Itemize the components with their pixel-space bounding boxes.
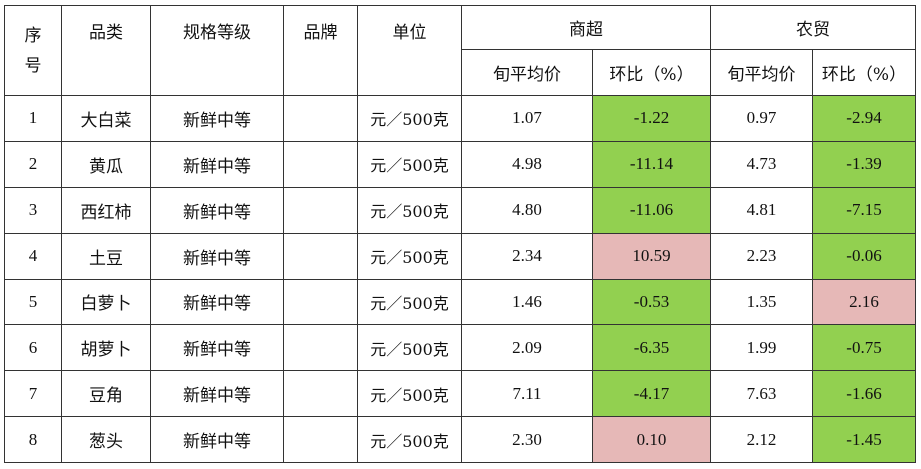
- cell-mk-change: -1.45: [812, 416, 916, 463]
- cell-mk-avg-price: 4.73: [710, 140, 813, 188]
- cell-sm-avg-price: 1.07: [461, 95, 593, 142]
- header-supermarket: 商超: [461, 5, 711, 50]
- cell-sm-change: -11.06: [592, 186, 711, 234]
- cell-sm-avg-price: 7.11: [461, 370, 593, 418]
- cell-sm-change: -0.53: [592, 278, 711, 326]
- table-row: 2 黄瓜 新鲜中等 元／500克 4.98 -11.14 4.73 -1.39: [4, 140, 916, 188]
- cell-seq: 8: [4, 416, 62, 463]
- header-seq: 序号: [4, 5, 62, 96]
- header-spec: 规格等级: [150, 5, 284, 96]
- cell-unit: 元／500克: [357, 186, 462, 234]
- cell-mk-avg-price: 1.99: [710, 324, 813, 372]
- header-brand: 品牌: [283, 5, 358, 96]
- cell-category: 土豆: [61, 232, 151, 280]
- cell-sm-avg-price: 2.34: [461, 232, 593, 280]
- cell-sm-avg-price: 2.30: [461, 416, 593, 463]
- cell-mk-avg-price: 1.35: [710, 278, 813, 326]
- header-sm-change: 环比（%）: [592, 49, 711, 96]
- cell-brand: [283, 416, 358, 463]
- cell-seq: 1: [4, 95, 62, 142]
- cell-sm-avg-price: 2.09: [461, 324, 593, 372]
- cell-seq: 6: [4, 324, 62, 372]
- table-row: 6 胡萝卜 新鲜中等 元／500克 2.09 -6.35 1.99 -0.75: [4, 324, 916, 372]
- cell-mk-change: -7.15: [812, 186, 916, 234]
- cell-mk-change: -0.75: [812, 324, 916, 372]
- cell-unit: 元／500克: [357, 140, 462, 188]
- header-mk-avg-price: 旬平均价: [710, 49, 813, 96]
- cell-seq: 3: [4, 186, 62, 234]
- cell-mk-avg-price: 0.97: [710, 95, 813, 142]
- cell-brand: [283, 370, 358, 418]
- cell-mk-avg-price: 2.23: [710, 232, 813, 280]
- cell-spec: 新鲜中等: [150, 140, 284, 188]
- cell-spec: 新鲜中等: [150, 232, 284, 280]
- header-row-top: 序号 品类 规格等级 品牌 单位 商超 农贸: [4, 5, 916, 96]
- table-row: 7 豆角 新鲜中等 元／500克 7.11 -4.17 7.63 -1.66: [4, 370, 916, 418]
- cell-category: 豆角: [61, 370, 151, 418]
- cell-mk-change: -2.94: [812, 95, 916, 142]
- cell-sm-change: -4.17: [592, 370, 711, 418]
- header-sm-avg-price: 旬平均价: [461, 49, 593, 96]
- cell-mk-change: -1.39: [812, 140, 916, 188]
- header-mk-change: 环比（%）: [812, 49, 916, 96]
- cell-category: 葱头: [61, 416, 151, 463]
- header-category: 品类: [61, 5, 151, 96]
- cell-brand: [283, 95, 358, 142]
- cell-sm-avg-price: 4.98: [461, 140, 593, 188]
- table-row: 5 白萝卜 新鲜中等 元／500克 1.46 -0.53 1.35 2.16: [4, 278, 916, 326]
- cell-spec: 新鲜中等: [150, 278, 284, 326]
- cell-spec: 新鲜中等: [150, 370, 284, 418]
- cell-sm-change: 10.59: [592, 232, 711, 280]
- cell-sm-change: -1.22: [592, 95, 711, 142]
- cell-unit: 元／500克: [357, 232, 462, 280]
- cell-brand: [283, 186, 358, 234]
- cell-brand: [283, 324, 358, 372]
- cell-category: 白萝卜: [61, 278, 151, 326]
- cell-mk-change: -0.06: [812, 232, 916, 280]
- cell-category: 黄瓜: [61, 140, 151, 188]
- cell-spec: 新鲜中等: [150, 324, 284, 372]
- cell-sm-change: 0.10: [592, 416, 711, 463]
- header-row-sub: 旬平均价 环比（%） 旬平均价 环比（%）: [5, 49, 916, 96]
- table-row: 1 大白菜 新鲜中等 元／500克 1.07 -1.22 0.97 -2.94: [4, 95, 916, 142]
- cell-mk-avg-price: 2.12: [710, 416, 813, 463]
- cell-unit: 元／500克: [357, 324, 462, 372]
- cell-seq: 2: [4, 140, 62, 188]
- cell-sm-change: -11.14: [592, 140, 711, 188]
- header-market: 农贸: [710, 5, 916, 50]
- cell-brand: [283, 232, 358, 280]
- cell-mk-avg-price: 4.81: [710, 186, 813, 234]
- cell-unit: 元／500克: [357, 278, 462, 326]
- cell-spec: 新鲜中等: [150, 95, 284, 142]
- cell-mk-avg-price: 7.63: [710, 370, 813, 418]
- table-row: 3 西红柿 新鲜中等 元／500克 4.80 -11.06 4.81 -7.15: [4, 186, 916, 234]
- cell-seq: 7: [4, 370, 62, 418]
- cell-unit: 元／500克: [357, 416, 462, 463]
- header-unit: 单位: [357, 5, 462, 96]
- table-row: 8 葱头 新鲜中等 元／500克 2.30 0.10 2.12 -1.45: [4, 416, 916, 463]
- cell-category: 西红柿: [61, 186, 151, 234]
- cell-category: 胡萝卜: [61, 324, 151, 372]
- cell-brand: [283, 140, 358, 188]
- cell-spec: 新鲜中等: [150, 186, 284, 234]
- cell-mk-change: 2.16: [812, 278, 916, 326]
- cell-sm-avg-price: 1.46: [461, 278, 593, 326]
- vegetable-price-table: 序号 品类 规格等级 品牌 单位 商超 农贸 旬平均价 环比（%） 旬平均价 环…: [4, 5, 916, 463]
- cell-spec: 新鲜中等: [150, 416, 284, 463]
- cell-unit: 元／500克: [357, 95, 462, 142]
- table-body: 1 大白菜 新鲜中等 元／500克 1.07 -1.22 0.97 -2.94 2 黄瓜 新鲜中等元…: [4, 95, 916, 463]
- cell-mk-change: -1.66: [812, 370, 916, 418]
- cell-seq: 4: [4, 232, 62, 280]
- cell-category: 大白菜: [61, 95, 151, 142]
- table-row: 4 土豆 新鲜中等 元／500克 2.34 10.59 2.23 -0.06: [4, 232, 916, 280]
- cell-unit: 元／500克: [357, 370, 462, 418]
- cell-seq: 5: [4, 278, 62, 326]
- cell-brand: [283, 278, 358, 326]
- cell-sm-avg-price: 4.80: [461, 186, 593, 234]
- cell-sm-change: -6.35: [592, 324, 711, 372]
